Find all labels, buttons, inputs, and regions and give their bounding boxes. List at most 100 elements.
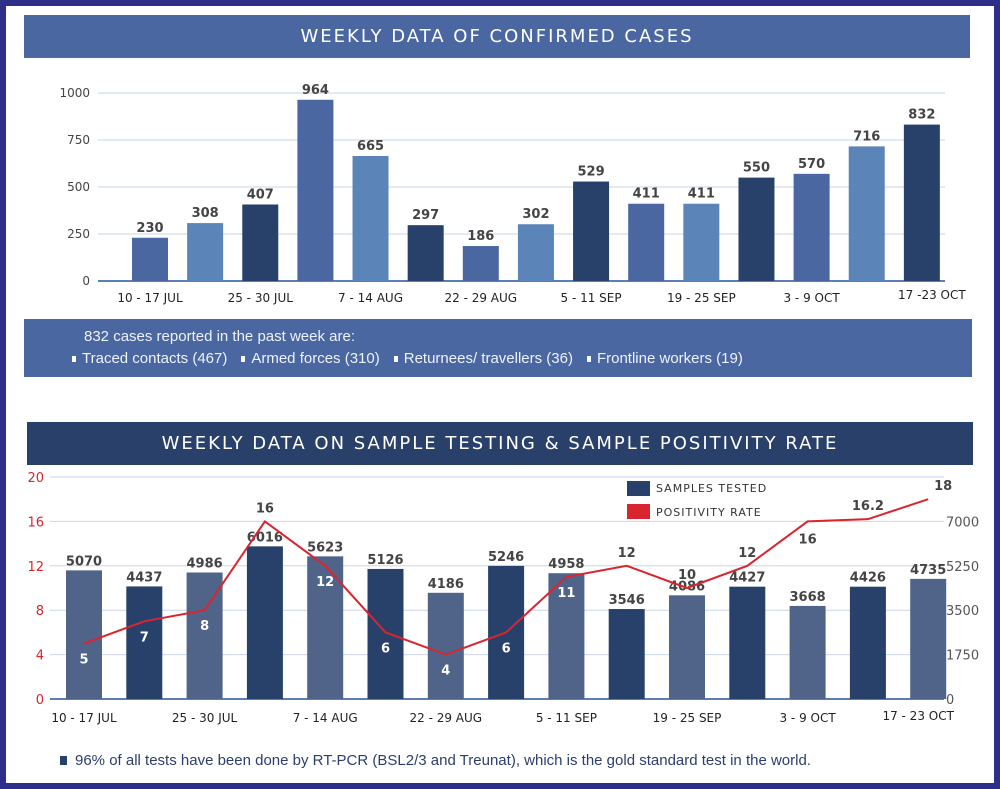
weekly-breakdown-box: 832 cases reported in the past week are:… bbox=[24, 319, 972, 377]
bullet-icon bbox=[393, 355, 398, 362]
right-y-tick-label: 0 bbox=[946, 693, 954, 708]
bar-value-label: 230 bbox=[136, 221, 163, 236]
bar-value-label: 186 bbox=[467, 229, 494, 244]
samples-bar bbox=[367, 568, 404, 699]
x-tick-label: 5 - 11 SEP bbox=[536, 711, 597, 725]
positivity-value-label: 16 bbox=[256, 501, 274, 516]
x-tick-label: 17 -23 OCT bbox=[898, 288, 966, 302]
samples-value-label: 4986 bbox=[187, 556, 223, 571]
samples-value-label: 4735 bbox=[910, 563, 946, 578]
bar-value-label: 297 bbox=[412, 208, 439, 223]
bar-value-label: 716 bbox=[853, 129, 880, 144]
confirmed-cases-title: WEEKLY DATA OF CONFIRMED CASES bbox=[24, 15, 970, 58]
positivity-value-label: 12 bbox=[316, 575, 334, 590]
bullet-icon bbox=[586, 355, 591, 362]
samples-value-label: 5070 bbox=[66, 554, 102, 569]
bar bbox=[738, 177, 775, 281]
breakdown-label: Armed forces (310) bbox=[251, 350, 380, 367]
samples-bar bbox=[126, 586, 163, 699]
x-tick-label: 10 - 17 JUL bbox=[117, 291, 183, 305]
y-tick-label: 750 bbox=[67, 133, 90, 147]
samples-value-label: 4426 bbox=[850, 571, 886, 586]
x-tick-label: 10 - 17 JUL bbox=[51, 711, 117, 725]
bar-value-label: 308 bbox=[192, 206, 219, 221]
samples-value-label: 6016 bbox=[247, 530, 283, 545]
bar bbox=[848, 146, 885, 281]
samples-bar bbox=[789, 605, 826, 699]
bar-value-label: 665 bbox=[357, 139, 384, 154]
right-y-tick-label: 5250 bbox=[946, 560, 979, 575]
positivity-value-label: 6 bbox=[381, 641, 390, 656]
rt-pcr-footnote: 96% of all tests have been done by RT-PC… bbox=[60, 752, 811, 769]
positivity-value-label: 10 bbox=[678, 568, 696, 583]
left-y-tick-label: 16 bbox=[27, 515, 44, 530]
bar bbox=[903, 124, 940, 281]
y-tick-label: 0 bbox=[82, 274, 90, 288]
samples-value-label: 4427 bbox=[729, 571, 765, 586]
breakdown-item-armed: Armed forces (310) bbox=[241, 350, 380, 367]
positivity-value-label: 6 bbox=[502, 641, 511, 656]
breakdown-item-returnees: Returnees/ travellers (36) bbox=[393, 350, 573, 367]
right-y-tick-label: 3500 bbox=[946, 604, 979, 619]
breakdown-item-traced: Traced contacts (467) bbox=[72, 350, 227, 367]
positivity-value-label: 12 bbox=[738, 546, 756, 561]
positivity-line bbox=[83, 498, 929, 656]
positivity-value-label: 4 bbox=[441, 664, 450, 679]
breakdown-label: Traced contacts (467) bbox=[82, 350, 228, 367]
samples-value-label: 3546 bbox=[609, 593, 645, 608]
legend-label-samples: SAMPLES TESTED bbox=[656, 482, 767, 495]
legend-swatch-positivity bbox=[627, 504, 650, 519]
bar bbox=[462, 246, 499, 281]
samples-value-label: 4086 bbox=[669, 579, 705, 594]
bullet-icon bbox=[241, 355, 246, 362]
x-tick-label: 19 - 25 SEP bbox=[653, 711, 722, 725]
breakdown-label: Frontline workers (19) bbox=[596, 350, 743, 367]
bar bbox=[683, 203, 720, 281]
bar bbox=[573, 181, 610, 281]
bullet-icon bbox=[72, 355, 76, 362]
bar-value-label: 529 bbox=[577, 165, 604, 180]
x-tick-label: 5 - 11 SEP bbox=[561, 291, 622, 305]
positivity-value-label: 5 bbox=[79, 653, 88, 668]
samples-value-label: 5246 bbox=[488, 550, 524, 565]
bar-value-label: 407 bbox=[247, 187, 274, 202]
samples-bar bbox=[849, 586, 886, 699]
left-y-tick-label: 12 bbox=[27, 560, 44, 575]
bar bbox=[407, 225, 444, 281]
y-tick-label: 1000 bbox=[59, 86, 90, 100]
bar-value-label: 302 bbox=[522, 207, 549, 222]
y-tick-label: 500 bbox=[67, 180, 90, 194]
samples-bar bbox=[427, 592, 464, 699]
positivity-value-label: 8 bbox=[200, 619, 209, 634]
samples-bar bbox=[66, 570, 102, 699]
x-tick-label: 7 - 14 AUG bbox=[338, 291, 403, 305]
samples-value-label: 4958 bbox=[548, 557, 584, 572]
samples-value-label: 4186 bbox=[428, 577, 464, 592]
bullet-icon bbox=[60, 756, 67, 765]
breakdown-item-frontline: Frontline workers (19) bbox=[586, 350, 743, 367]
positivity-value-label: 7 bbox=[140, 630, 149, 645]
bar-value-label: 550 bbox=[743, 161, 770, 176]
samples-bar bbox=[608, 609, 645, 699]
positivity-value-label: 11 bbox=[557, 586, 575, 601]
bar-value-label: 964 bbox=[302, 83, 329, 98]
positivity-value-label: 16 bbox=[799, 532, 817, 547]
left-y-tick-label: 20 bbox=[27, 471, 44, 486]
breakdown-heading: 832 cases reported in the past week are: bbox=[84, 328, 355, 345]
bar-value-label: 411 bbox=[688, 187, 715, 202]
bar bbox=[242, 204, 279, 281]
samples-value-label: 5126 bbox=[367, 553, 403, 568]
sample-testing-title: WEEKLY DATA ON SAMPLE TESTING & SAMPLE P… bbox=[27, 422, 973, 465]
x-tick-label: 19 - 25 SEP bbox=[667, 291, 736, 305]
left-y-tick-label: 4 bbox=[36, 649, 44, 664]
x-tick-label: 7 - 14 AUG bbox=[293, 711, 358, 725]
bar bbox=[793, 173, 830, 281]
samples-value-label: 3668 bbox=[790, 590, 826, 605]
left-y-tick-label: 8 bbox=[36, 604, 44, 619]
bar-value-label: 570 bbox=[798, 157, 825, 172]
y-tick-label: 250 bbox=[67, 227, 90, 241]
samples-value-label: 5623 bbox=[307, 540, 343, 555]
right-y-tick-label: 7000 bbox=[946, 515, 979, 530]
bar bbox=[517, 224, 554, 281]
